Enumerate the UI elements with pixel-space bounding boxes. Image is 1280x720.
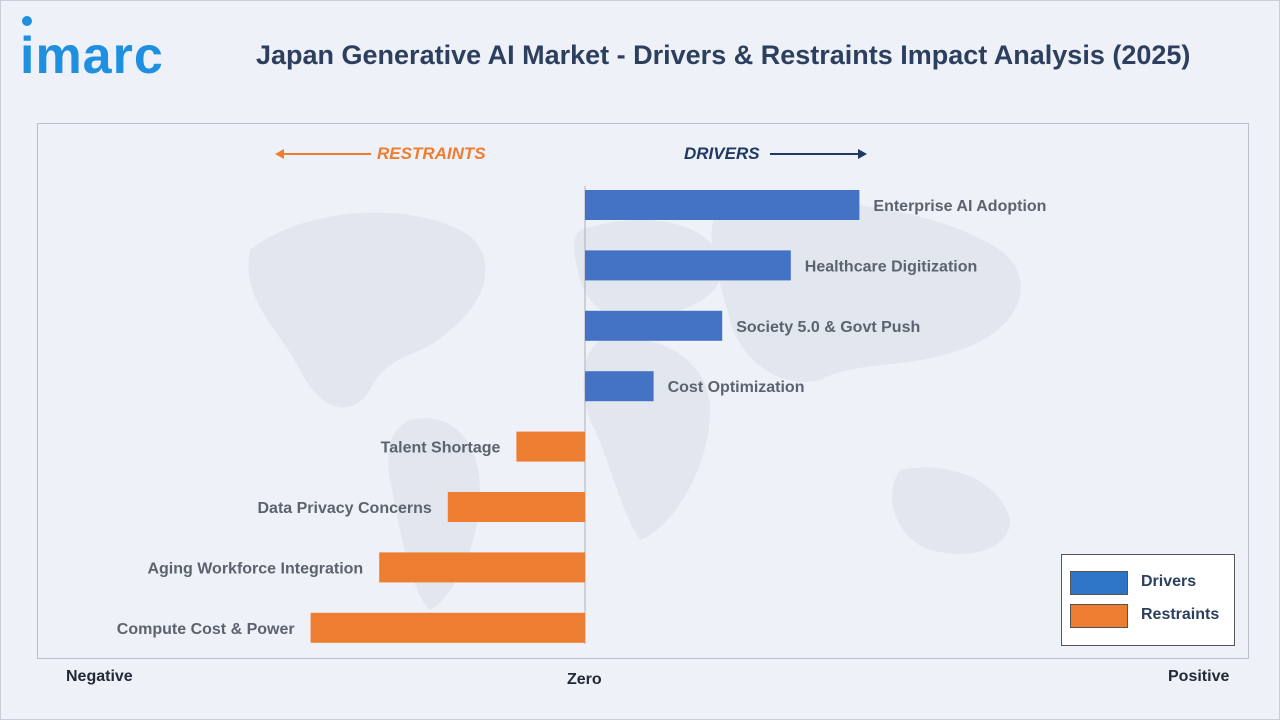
bar-label-society-5-0-govt-push: Society 5.0 & Govt Push (736, 319, 920, 336)
imarc-logo: imarc (20, 27, 164, 85)
axis-zero-label: Zero (567, 671, 602, 688)
legend-swatch-drivers (1070, 571, 1128, 595)
bar-talent-shortage (516, 431, 585, 462)
bar-label-healthcare-digitization: Healthcare Digitization (805, 258, 977, 275)
logo-dot (22, 16, 32, 26)
bar-enterprise-ai-adoption (585, 190, 860, 220)
legend-label-drivers: Drivers (1141, 573, 1197, 590)
bar-compute-cost-power (310, 612, 585, 643)
axis-positive-label: Positive (1168, 668, 1230, 685)
bar-data-privacy-concerns (447, 492, 585, 522)
bar-healthcare-digitization (585, 250, 791, 281)
bar-label-data-privacy-concerns: Data Privacy Concerns (257, 500, 431, 517)
bar-label-talent-shortage: Talent Shortage (381, 440, 501, 457)
bar-label-cost-optimization: Cost Optimization (668, 379, 805, 396)
chart-title: Japan Generative AI Market - Drivers & R… (256, 40, 1191, 70)
drivers-arrow-icon (770, 149, 867, 159)
legend-label-restraints: Restraints (1141, 606, 1220, 623)
restraints-arrow-icon (275, 149, 371, 159)
world-map-watermark (248, 202, 1021, 610)
legend-swatch-restraints (1070, 604, 1128, 628)
restraints-direction-label: RESTRAINTS (377, 144, 486, 163)
chart-legend: Drivers Restraints (1061, 554, 1235, 646)
bar-label-aging-workforce-integration: Aging Workforce Integration (147, 560, 363, 577)
bar-label-compute-cost-power: Compute Cost & Power (117, 621, 295, 638)
bar-cost-optimization (585, 371, 654, 402)
bar-label-enterprise-ai-adoption: Enterprise AI Adoption (873, 198, 1046, 215)
bar-aging-workforce-integration (379, 552, 585, 583)
axis-negative-label: Negative (66, 668, 133, 685)
bar-society-5-0-govt-push (585, 310, 723, 341)
drivers-direction-label: DRIVERS (684, 144, 760, 163)
